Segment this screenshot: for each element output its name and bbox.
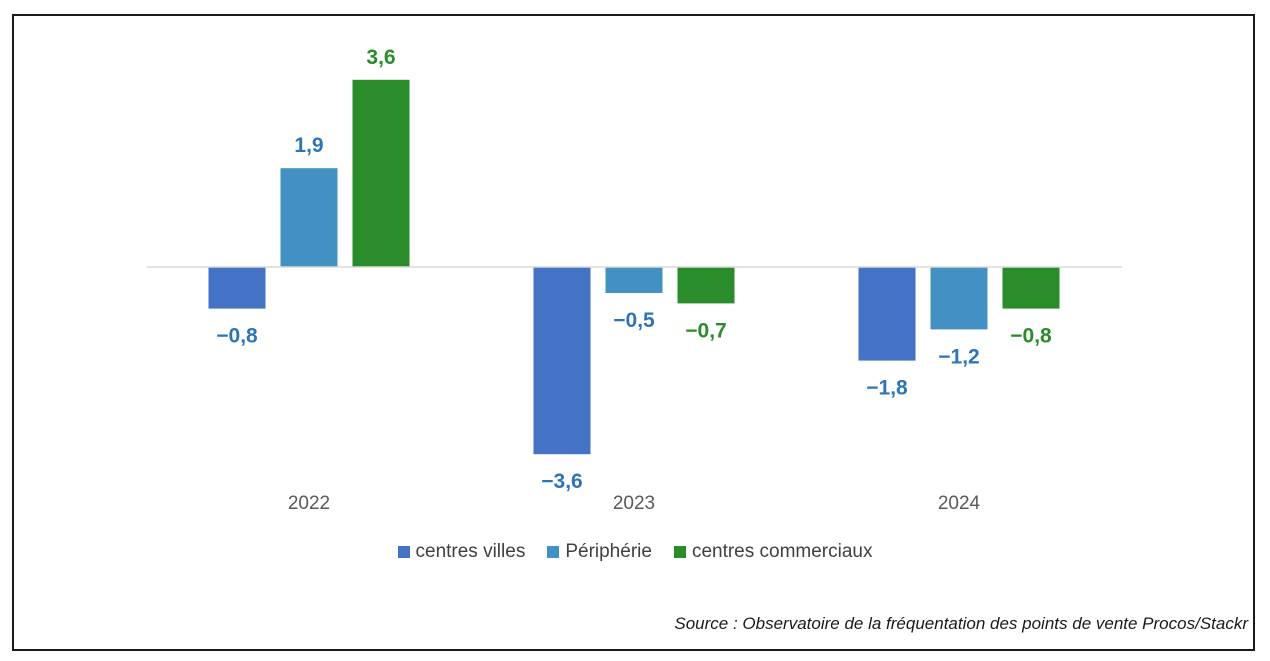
data-label-centres-commerciaux-2024: −0,8 <box>1010 325 1052 348</box>
bar-centres-villes-2023 <box>533 267 591 455</box>
category-label-2024: 2024 <box>938 493 981 514</box>
data-label-centres-villes-2024: −1,8 <box>866 377 908 400</box>
chart-frame <box>12 14 1255 651</box>
legend-label-peripherie: Périphérie <box>565 541 652 562</box>
bar-centres-villes-2024 <box>858 267 916 361</box>
data-label-peripherie-2022: 1,9 <box>294 134 323 157</box>
data-label-peripherie-2024: −1,2 <box>938 345 979 368</box>
source-note: Source : Observatoire de la fréquentatio… <box>674 614 1248 633</box>
legend-swatch-centres-commerciaux <box>673 546 686 558</box>
legend-item-centres-villes: centres villes <box>397 541 526 563</box>
bar-peripherie-2022 <box>280 168 338 267</box>
legend-label-centres-villes: centres villes <box>415 541 526 562</box>
bar-centres-commerciaux-2022 <box>352 79 410 267</box>
legend-label-centres-commerciaux: centres commerciaux <box>691 541 873 562</box>
data-label-centres-villes-2022: −0,8 <box>216 325 258 348</box>
data-label-centres-villes-2023: −3,6 <box>541 470 582 493</box>
legend-swatch-centres-villes <box>397 546 410 558</box>
data-label-centres-commerciaux-2023: −0,7 <box>685 319 726 342</box>
bar-centres-commerciaux-2024 <box>1002 267 1060 309</box>
category-label-2022: 2022 <box>288 493 330 514</box>
legend-item-centres-commerciaux: centres commerciaux <box>673 541 873 563</box>
chart-legend: centres villes Périphérie centres commerci… <box>0 541 1270 563</box>
bar-peripherie-2024 <box>930 267 988 330</box>
bar-centres-commerciaux-2023 <box>677 267 735 304</box>
bar-peripherie-2023 <box>605 267 663 293</box>
legend-swatch-peripherie <box>547 546 560 558</box>
data-label-centres-commerciaux-2022: 3,6 <box>366 46 395 69</box>
legend-item-peripherie: Périphérie <box>547 541 652 563</box>
category-label-2023: 2023 <box>613 493 655 514</box>
data-label-peripherie-2023: −0,5 <box>613 309 655 332</box>
bar-centres-villes-2022 <box>208 267 266 309</box>
